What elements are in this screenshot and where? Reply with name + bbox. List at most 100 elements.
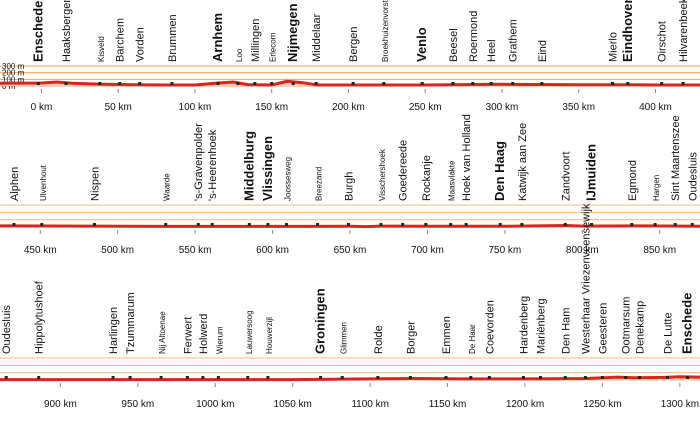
- place-name: Houwerzijl: [265, 317, 274, 354]
- place-name: Enschede: [680, 293, 695, 354]
- place-name: Hippolytushoef: [34, 280, 46, 354]
- place-name: Wierum: [215, 326, 224, 354]
- place-marker: [92, 223, 96, 226]
- place-name: Glimmen: [339, 322, 348, 354]
- profile-line: [0, 375, 700, 382]
- place-marker: [563, 376, 567, 379]
- place-marker: [471, 82, 475, 85]
- place-marker: [487, 376, 491, 379]
- place-name: Eindhoven: [620, 0, 635, 62]
- place-name: Nijmegen: [285, 3, 300, 62]
- place-name: De Haar: [468, 324, 477, 354]
- profile-line: [0, 223, 700, 229]
- place-marker: [266, 223, 270, 226]
- place-name: Enschede: [30, 1, 45, 62]
- place-name: Oirschot: [657, 21, 669, 62]
- place-marker: [170, 82, 174, 85]
- place-marker: [665, 376, 669, 379]
- y-tick-label: 100 m: [2, 75, 25, 84]
- place-name: Hilvarenbeek: [678, 0, 690, 62]
- place-name: Arnhem: [210, 13, 225, 62]
- x-tick-label: 550 km: [179, 245, 212, 256]
- y-tick-label: 200 m: [2, 69, 25, 78]
- place-name: Nispen: [89, 167, 101, 201]
- place-name: Vorden: [135, 27, 147, 62]
- place-marker: [520, 223, 524, 226]
- place-marker: [216, 82, 220, 85]
- place-marker: [351, 82, 355, 85]
- place-marker: [653, 223, 657, 226]
- place-marker: [521, 376, 525, 379]
- x-tick-label: 600 km: [256, 245, 289, 256]
- x-tick-label: 900 km: [44, 399, 77, 410]
- x-tick-label: 350 km: [562, 102, 595, 113]
- place-marker: [673, 223, 677, 226]
- place-marker: [253, 82, 257, 85]
- place-marker: [246, 376, 250, 379]
- place-marker: [291, 82, 295, 85]
- place-name: Harlingen: [108, 307, 120, 354]
- place-name: Ootmarsum: [621, 297, 633, 354]
- place-marker: [379, 223, 383, 226]
- x-tick-label: 1300 km: [661, 399, 699, 410]
- place-marker: [583, 376, 587, 379]
- place-name: Goedereede: [398, 140, 410, 201]
- place-name: Rockanje: [421, 155, 433, 201]
- place-name: 's-Heerenhoek: [207, 129, 219, 201]
- place-name: Bergen: [348, 27, 360, 62]
- place-name: Hardenberg: [518, 296, 530, 354]
- place-marker: [638, 376, 642, 379]
- place-marker: [376, 376, 380, 379]
- place-name: Holwerd: [198, 314, 210, 354]
- place-name: Den Ham: [560, 308, 572, 354]
- x-tick-label: 750 km: [488, 245, 521, 256]
- place-marker: [444, 376, 448, 379]
- place-name: Middelburg: [241, 131, 256, 201]
- place-marker: [314, 82, 318, 85]
- place-marker: [138, 82, 142, 85]
- place-name: Visschershoek: [378, 148, 387, 201]
- x-tick-label: 1000 km: [196, 399, 234, 410]
- place-name: Hargen: [652, 175, 661, 201]
- x-tick-label: 1050 km: [274, 399, 312, 410]
- x-tick-label: 250 km: [409, 102, 442, 113]
- place-name: Oudesluis: [1, 305, 13, 354]
- place-marker: [285, 223, 289, 226]
- place-marker: [451, 82, 455, 85]
- y-tick-label: 300 m: [2, 62, 25, 71]
- place-marker: [424, 223, 428, 226]
- place-marker: [538, 376, 542, 379]
- place-marker: [630, 223, 634, 226]
- place-marker: [315, 223, 319, 226]
- place-marker: [464, 223, 468, 226]
- place-name: Lauwersoog: [245, 310, 254, 354]
- x-tick-label: 150 km: [255, 102, 288, 113]
- place-name: Brummen: [167, 14, 179, 62]
- place-marker: [489, 82, 493, 85]
- place-name: Kisveld: [97, 36, 106, 62]
- x-tick-label: 700 km: [411, 245, 444, 256]
- x-tick-label: 450 km: [24, 245, 57, 256]
- x-tick-label: 1200 km: [506, 399, 544, 410]
- place-name: Mierlo: [608, 32, 620, 62]
- place-marker: [164, 223, 168, 226]
- place-name: Ulvenhout: [39, 164, 48, 201]
- place-name: Joossesweg: [284, 157, 293, 201]
- place-name: Groningen: [313, 288, 328, 354]
- place-name: IJmuiden: [584, 144, 599, 201]
- place-name: Westerhaar Vriezenveensewijk: [580, 203, 592, 354]
- place-name: Zandvoort: [560, 151, 572, 201]
- x-tick-label: 200 km: [332, 102, 365, 113]
- place-name: Egmond: [627, 160, 639, 201]
- place-name: Middelaar: [311, 13, 323, 62]
- x-tick-label: 650 km: [334, 245, 367, 256]
- x-tick-label: 1100 km: [351, 399, 389, 410]
- y-tick-label: 0 m: [2, 82, 16, 91]
- x-tick-label: 0 km: [31, 102, 53, 113]
- place-name: Hoek van Holland: [461, 114, 473, 201]
- place-name: Waarde: [163, 173, 172, 201]
- place-marker: [611, 82, 614, 85]
- place-name: Tzummarum: [125, 292, 137, 354]
- place-name: Geesteren: [597, 303, 609, 354]
